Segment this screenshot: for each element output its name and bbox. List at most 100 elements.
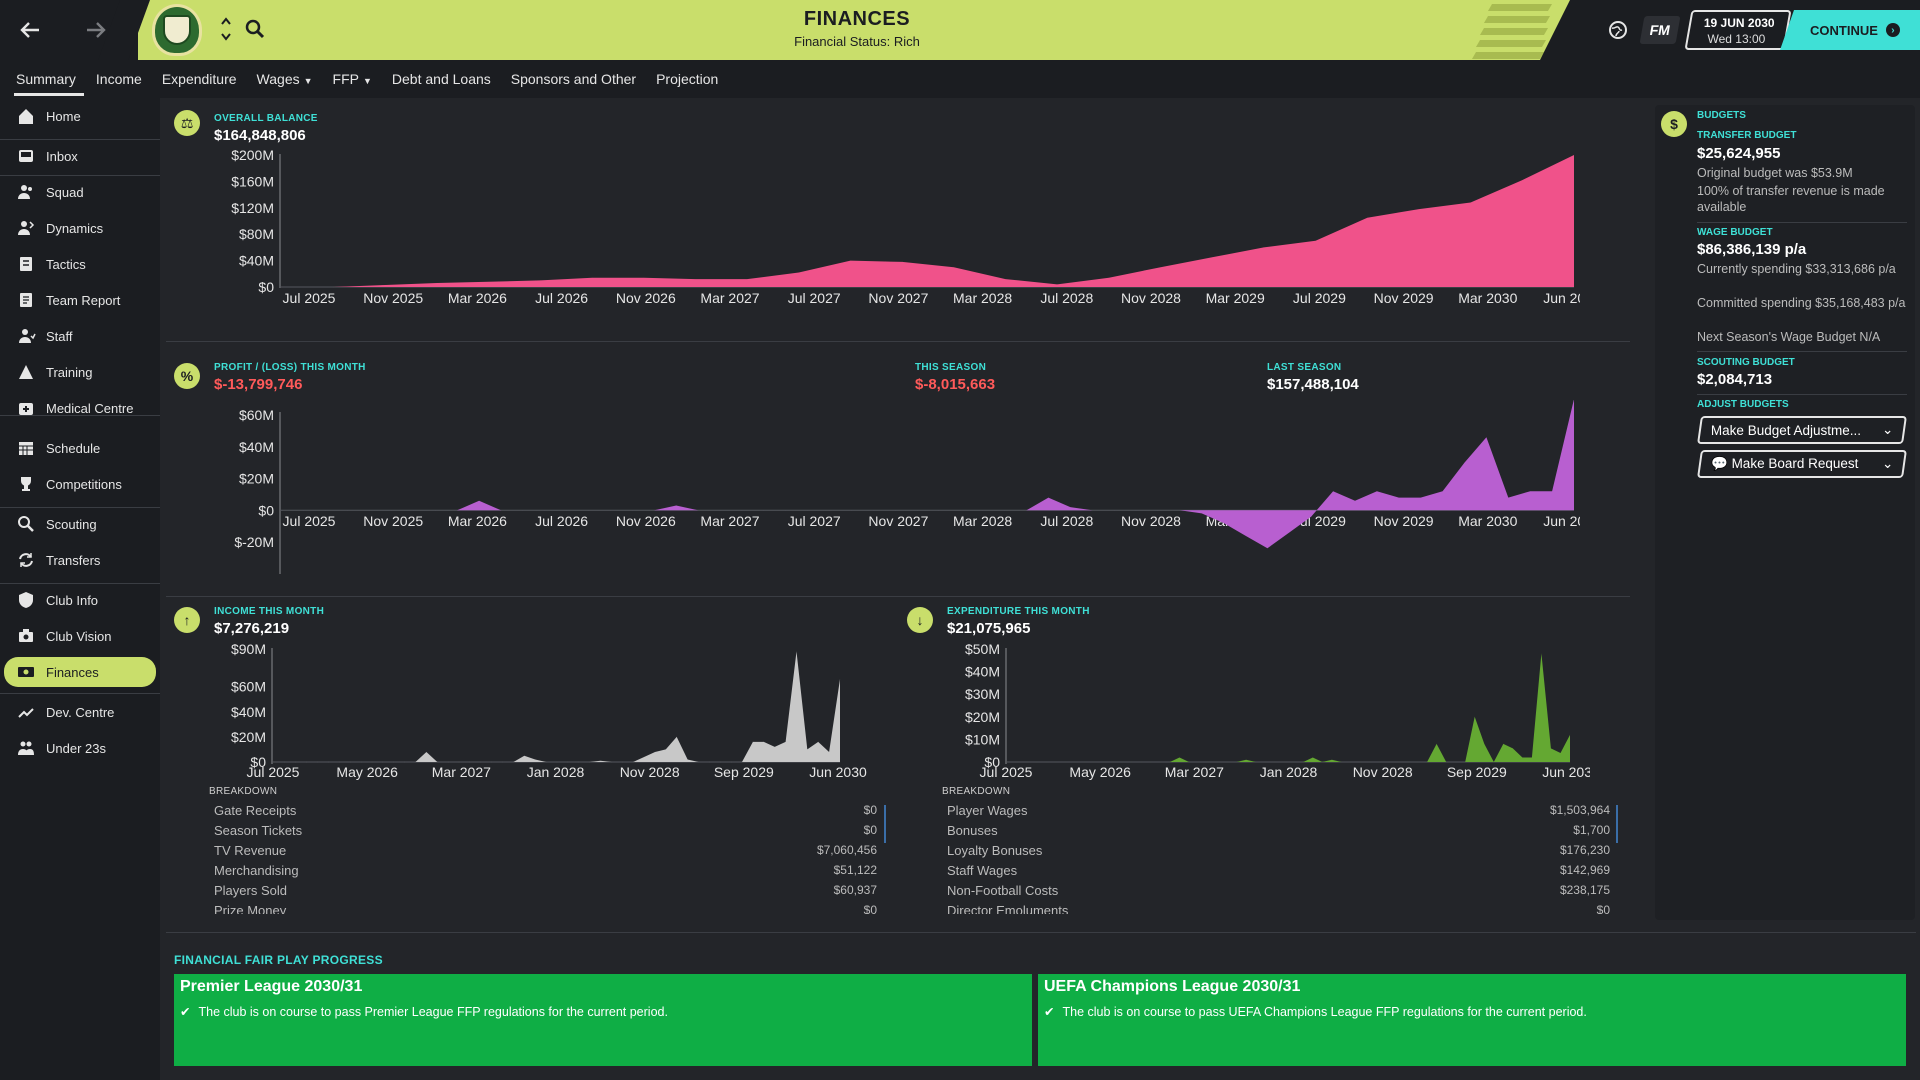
sidebar-item-tactics[interactable]: Tactics	[4, 249, 156, 279]
globe-button[interactable]	[1604, 16, 1632, 44]
y-tick-label: $10M	[965, 731, 1000, 747]
sidebar-item-staff[interactable]: Staff	[4, 321, 156, 351]
ffp-card-title: UEFA Champions League 2030/31	[1044, 978, 1301, 995]
breakdown-row[interactable]: Bonuses $1,700	[947, 823, 1610, 838]
tab-label: Income	[95, 71, 142, 87]
stripe	[1479, 28, 1549, 35]
tab-debt-and-loans[interactable]: Debt and Loans	[382, 60, 501, 98]
sidebar-item-home[interactable]: Home	[4, 101, 156, 131]
sidebar-item-label: Inbox	[46, 148, 78, 164]
speech-bubble-icon: 💬	[1711, 456, 1732, 471]
balance-chart[interactable]: $0 $40M $80M $120M $160M $200M Jul 2025 Nov 202…	[160, 140, 1580, 310]
club-crest[interactable]	[152, 4, 202, 56]
fm-menu-button[interactable]: FM	[1639, 16, 1681, 44]
income-scrollbar[interactable]	[884, 805, 886, 843]
profit-value: $-13,799,746	[214, 376, 303, 393]
x-tick-label: Nov 2027	[868, 290, 928, 306]
breakdown-row[interactable]: Gate Receipts $0	[214, 803, 877, 818]
sidebar-divider	[0, 415, 160, 416]
sidebar-item-under-23s[interactable]: Under 23s	[4, 733, 156, 763]
breakdown-row[interactable]: Player Wages $1,503,964	[947, 803, 1610, 818]
adjust-budgets-label: ADJUST BUDGETS	[1697, 399, 1789, 410]
tab-expenditure[interactable]: Expenditure	[152, 60, 247, 98]
x-tick-label: Mar 2027	[1165, 764, 1224, 780]
sidebar-item-club-vision[interactable]: Club Vision	[4, 621, 156, 651]
piggy-bank-icon: $	[1661, 111, 1687, 137]
tab-sponsors-and-other[interactable]: Sponsors and Other	[501, 60, 646, 98]
x-tick-label: Nov 2028	[1121, 513, 1181, 529]
sidebar-item-medical-centre[interactable]: Medical Centre	[4, 393, 156, 423]
expenditure-scrollbar[interactable]	[1616, 805, 1618, 843]
tab-projection[interactable]: Projection	[646, 60, 728, 98]
y-tick-label: $90M	[231, 641, 266, 657]
sidebar-item-label: Medical Centre	[46, 400, 134, 416]
continue-button[interactable]: CONTINUE ›	[1780, 10, 1920, 50]
breakdown-row[interactable]: Season Tickets $0	[214, 823, 877, 838]
last-season-value: $157,488,104	[1267, 376, 1359, 393]
back-button[interactable]	[12, 12, 48, 48]
sidebar-item-dynamics[interactable]: Dynamics	[4, 213, 156, 243]
chevron-down-icon: ⌄	[1881, 456, 1893, 471]
date-display[interactable]: 19 JUN 2030 Wed 13:00	[1684, 10, 1792, 50]
sidebar-item-label: Dynamics	[46, 220, 104, 236]
breakdown-row[interactable]: Players Sold $60,937	[214, 883, 877, 898]
tab-label: Expenditure	[161, 71, 237, 87]
board-request-text: Make Board Request	[1731, 456, 1859, 471]
sidebar-item-label: Training	[46, 364, 93, 380]
updown-chevron-icon	[221, 17, 231, 41]
x-tick-label: May 2026	[336, 764, 398, 780]
breakdown-value: $0	[863, 803, 877, 817]
ffp-card-champions-league[interactable]: UEFA Champions League 2030/31 ✔ The club …	[1038, 974, 1906, 1066]
globe-icon	[1609, 21, 1627, 39]
expenditure-chart[interactable]: $0 $10M $20M $30M $40M $50M Jul 2025 May 2026 Ma…	[900, 640, 1590, 782]
breakdown-row[interactable]: Staff Wages $142,969	[947, 863, 1610, 878]
breakdown-value: $51,122	[833, 863, 877, 877]
main-content	[160, 98, 1920, 1080]
y-tick-label: $40M	[965, 664, 1000, 680]
tab-summary[interactable]: Summary	[6, 60, 86, 98]
sidebar-divider	[0, 583, 160, 584]
breakdown-row[interactable]: Non-Football Costs $238,175	[947, 883, 1610, 898]
sidebar-item-inbox[interactable]: Inbox	[4, 141, 156, 171]
tab-wages[interactable]: Wages ▼	[247, 60, 323, 98]
balance-value: $164,848,806	[214, 127, 306, 144]
breakdown-row[interactable]: Director Emoluments $0	[947, 903, 1610, 914]
divider	[1697, 351, 1907, 352]
club-switcher[interactable]	[220, 16, 232, 45]
sidebar-item-transfers[interactable]: Transfers	[4, 545, 156, 575]
x-tick-label: Jul 2028	[1040, 290, 1093, 306]
forward-button[interactable]	[78, 12, 114, 48]
sidebar-item-dev-centre[interactable]: Dev. Centre	[4, 697, 156, 727]
sidebar-item-label: Scouting	[46, 516, 97, 532]
breakdown-name: Player Wages	[947, 803, 1028, 818]
breakdown-value: $238,175	[1559, 883, 1610, 897]
breakdown-row[interactable]: Prize Money $0	[214, 903, 877, 914]
sidebar-item-club-info[interactable]: Club Info	[4, 585, 156, 615]
sidebar-item-scouting[interactable]: Scouting	[4, 509, 156, 539]
area-series	[282, 400, 1574, 549]
breakdown-row[interactable]: Merchandising $51,122	[214, 863, 877, 878]
tab-income[interactable]: Income	[86, 60, 152, 98]
balance-icon: ⚖	[174, 110, 200, 136]
sidebar-item-squad[interactable]: Squad	[4, 177, 156, 207]
sidebar-item-training[interactable]: Training	[4, 357, 156, 387]
breakdown-row[interactable]: TV Revenue $7,060,456	[214, 843, 877, 858]
tab-label: Projection	[656, 71, 719, 87]
search-button[interactable]	[244, 18, 266, 40]
sidebar-item-competitions[interactable]: Competitions	[4, 469, 156, 499]
sidebar-item-schedule[interactable]: Schedule	[4, 433, 156, 463]
profit-chart[interactable]: $-20M $0 $20M $40M $60M Jul 2025 Nov 2025 Mar 2…	[160, 400, 1580, 580]
dynamics-icon	[12, 218, 40, 238]
ffp-card-premier-league[interactable]: Premier League 2030/31 ✔ The club is on c…	[174, 974, 1032, 1066]
sidebar-divider	[0, 175, 160, 176]
income-label: INCOME THIS MONTH	[214, 606, 325, 617]
arrow-right-icon	[87, 22, 106, 38]
budget-adjustment-button[interactable]: Make Budget Adjustme... ⌄	[1697, 416, 1907, 444]
income-chart[interactable]: $0 $20M $40M $60M $90M Jul 2025 May 2026 Mar 20…	[160, 640, 880, 782]
y-tick-label: $80M	[239, 226, 274, 242]
board-request-button[interactable]: 💬 Make Board Request ⌄	[1697, 450, 1907, 478]
sidebar-item-team-report[interactable]: Team Report	[4, 285, 156, 315]
tab-ffp[interactable]: FFP ▼	[323, 60, 382, 98]
breakdown-row[interactable]: Loyalty Bonuses $176,230	[947, 843, 1610, 858]
sidebar-item-finances[interactable]: Finances	[4, 657, 156, 687]
